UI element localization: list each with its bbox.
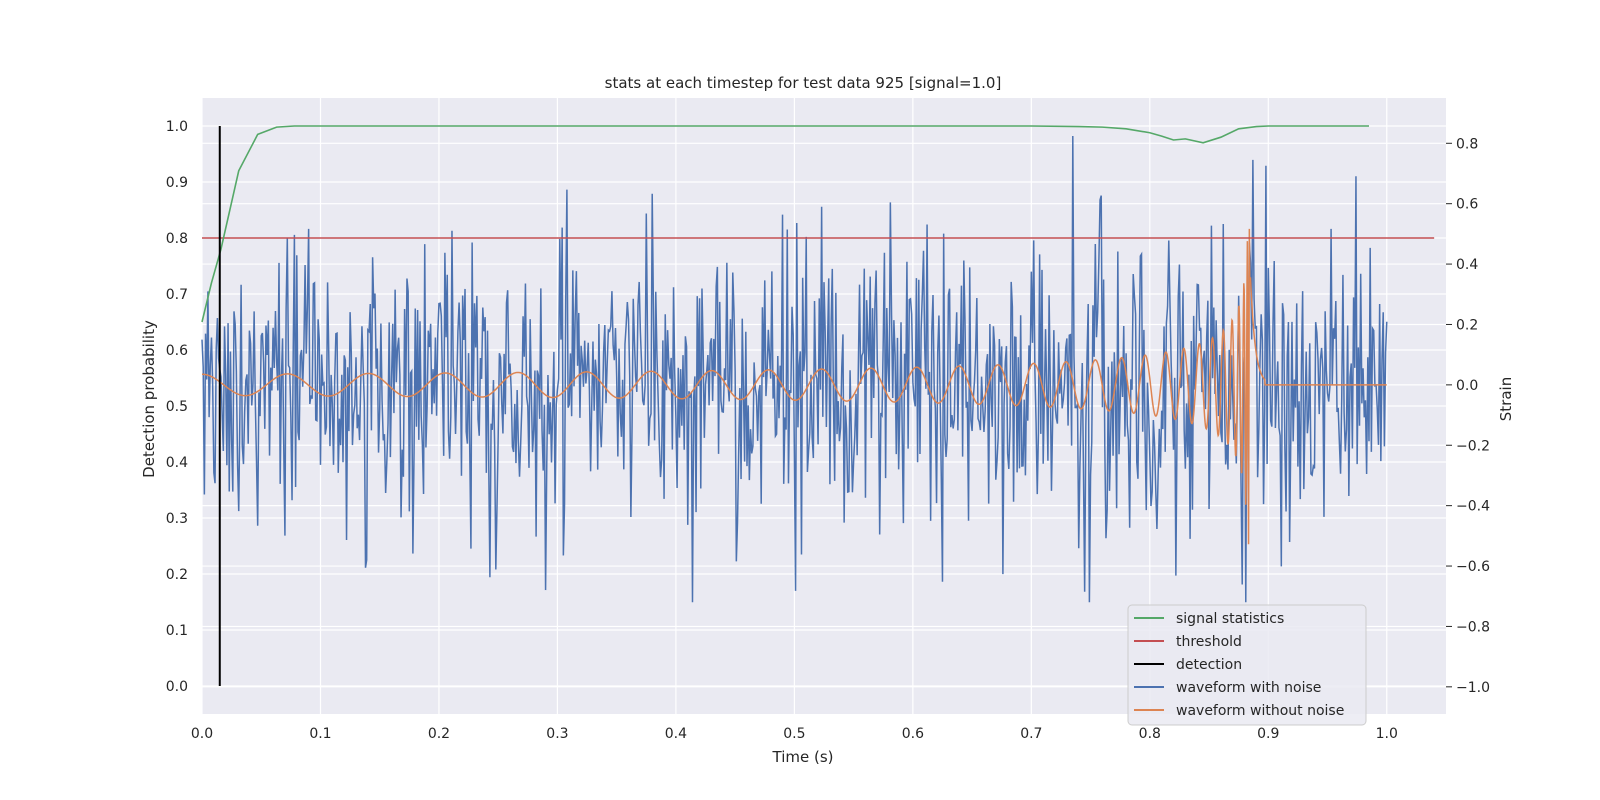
legend-label-threshold: threshold <box>1176 634 1242 650</box>
y-tick-label: 0.7 <box>166 287 188 303</box>
x-tick-label: 0.7 <box>1020 726 1042 742</box>
y-tick-label: 0.4 <box>166 455 188 471</box>
axes: 0.0 0.1 0.2 0.3 0.4 0.5 0.6 0.7 0.8 0.9 1.0 0.0 0.1 0… <box>166 119 1490 742</box>
y2-tick-label: 0.4 <box>1456 257 1478 273</box>
series-layer <box>201 125 1435 686</box>
legend-label-waveform-without-noise: waveform without noise <box>1176 703 1344 719</box>
y2-tick-label: −0.2 <box>1456 438 1490 454</box>
legend-label-waveform-with-noise: waveform with noise <box>1176 680 1321 696</box>
x-tick-label: 0.0 <box>191 726 213 742</box>
y-tick-label: 1.0 <box>166 119 188 135</box>
series-waveform-with-noise <box>201 136 1388 603</box>
x-tick-label: 0.8 <box>1139 726 1161 742</box>
y-tick-label: 0.3 <box>166 511 188 527</box>
chart-title: stats at each timestep for test data 925… <box>605 74 1002 92</box>
x-axis-label: Time (s) <box>772 748 834 766</box>
x-tick-label: 0.2 <box>428 726 450 742</box>
y-axis-label: Detection probability <box>140 320 158 478</box>
legend-label-detection: detection <box>1176 657 1242 673</box>
x-tick-label: 0.3 <box>546 726 568 742</box>
y2-tick-label: −0.8 <box>1456 619 1490 635</box>
series-waveform-without-noise <box>201 228 1387 545</box>
y2-tick-label: 0.0 <box>1456 378 1478 394</box>
y-tick-label: 0.6 <box>166 343 188 359</box>
legend: signal statistics threshold detection wa… <box>1127 604 1367 726</box>
y-tick-label: 0.5 <box>166 399 188 415</box>
y-tick-label: 0.8 <box>166 231 188 247</box>
y-tick-label: 0.0 <box>166 679 188 695</box>
legend-label-signal-statistics: signal statistics <box>1176 611 1284 627</box>
x-tick-label: 0.6 <box>902 726 924 742</box>
x-tick-label: 0.1 <box>309 726 331 742</box>
x-tick-label: 0.9 <box>1257 726 1279 742</box>
series-signal-statistics <box>201 125 1369 323</box>
y2-tick-label: −0.4 <box>1456 499 1490 515</box>
y2-tick-label: 0.8 <box>1456 136 1478 152</box>
x-tick-label: 0.4 <box>665 726 687 742</box>
y2-axis-label: Strain <box>1497 377 1515 421</box>
y-tick-label: 0.1 <box>166 623 188 639</box>
y2-tick-label: −1.0 <box>1456 680 1490 696</box>
y2-tick-label: 0.6 <box>1456 197 1478 213</box>
x-tick-label: 0.5 <box>783 726 805 742</box>
y-tick-label: 0.2 <box>166 567 188 583</box>
y2-tick-label: 0.2 <box>1456 317 1478 333</box>
y2-tick-label: −0.6 <box>1456 559 1490 575</box>
x-tick-label: 1.0 <box>1376 726 1398 742</box>
legend-box <box>1127 604 1367 726</box>
y-tick-label: 0.9 <box>166 175 188 191</box>
